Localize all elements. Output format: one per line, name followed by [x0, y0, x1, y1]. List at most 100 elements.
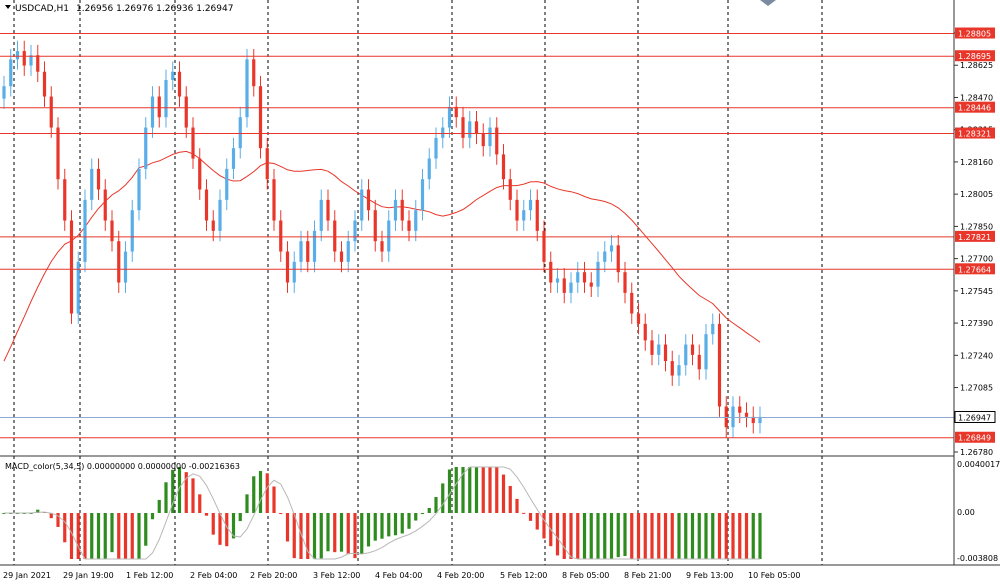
price-tick-label: 1.27850 [960, 222, 993, 231]
candle-body [137, 168, 141, 211]
candle-body [9, 59, 13, 87]
time-tick-label: 8 Feb 05:00 [562, 571, 609, 580]
candle-body [218, 199, 222, 231]
macd-bar [677, 513, 681, 559]
macd-signal-line [4, 466, 760, 560]
collapse-arrow-icon[interactable] [5, 5, 11, 9]
candle-body [373, 210, 377, 242]
macd-bar [515, 498, 519, 513]
macd-bar [542, 513, 546, 539]
time-tick-label: 9 Feb 13:00 [686, 571, 733, 580]
macd-bar [663, 513, 668, 559]
current-price-tag [954, 410, 996, 423]
candle-body [164, 80, 168, 118]
macd-bar [184, 472, 188, 513]
level-price: 1.26849 [958, 434, 991, 443]
candle-body [670, 361, 674, 376]
candle-body [258, 86, 263, 149]
level-price: 1.28321 [958, 130, 991, 139]
candle-body [171, 71, 175, 80]
macd-bar [441, 483, 445, 513]
time-tick-label: 5 Feb 12:00 [500, 571, 547, 580]
macd-bar [468, 467, 472, 513]
macd-bar [481, 467, 485, 513]
candle-body [177, 71, 182, 97]
candle-body [623, 272, 627, 293]
macd-bar [171, 469, 175, 513]
candle-body [650, 340, 654, 355]
macd-bar [231, 513, 236, 539]
horizontal-level-lines[interactable] [0, 33, 954, 439]
macd-bar [373, 513, 377, 541]
candle-body [522, 210, 526, 221]
candle-body [414, 210, 418, 231]
macd-bar [461, 467, 465, 513]
macd-bar [650, 513, 654, 559]
macd-bar [96, 513, 101, 559]
price-tick-label: 1.27545 [960, 287, 993, 296]
price-tick-label: 1.28160 [960, 158, 993, 167]
time-tick-label: 2 Feb 04:00 [190, 571, 237, 580]
macd-bar [346, 513, 350, 555]
candle-body [731, 406, 735, 428]
level-tag [955, 263, 995, 275]
macd-bar [414, 513, 418, 521]
macd-bar [704, 513, 708, 559]
macd-bar [211, 513, 215, 535]
candle-body [751, 416, 755, 424]
level-tag [955, 230, 995, 242]
macd-label: MACD_color(5,34,5) 0.00000000 0.00000000… [5, 462, 240, 471]
candle-body [279, 220, 283, 252]
macd-bar [137, 513, 141, 559]
level-price: 1.27821 [958, 233, 991, 242]
macd-bar [285, 513, 290, 542]
candle-body [603, 251, 607, 262]
macd-bar [407, 513, 411, 529]
macd-bar [63, 513, 67, 543]
candle-body [238, 117, 242, 149]
macd-bar [76, 513, 80, 559]
scroll-marker-icon[interactable] [760, 0, 776, 6]
candle-body [123, 251, 128, 283]
candle-body [117, 241, 121, 283]
candle-body [252, 59, 256, 87]
macd-bar [576, 513, 580, 559]
candle-body [630, 292, 634, 314]
candle-body [272, 179, 276, 221]
candle-body [36, 55, 40, 72]
candle-body [684, 344, 688, 366]
ohlc-values: 1.26956 1.26976 1.26936 1.26947 [76, 4, 233, 14]
time-tick-label: 4 Feb 20:00 [437, 571, 484, 580]
macd-bar [292, 513, 296, 559]
candle-body [468, 121, 472, 138]
candle-body [704, 334, 708, 370]
time-tick-label: 4 Feb 04:00 [375, 571, 422, 580]
macd-bar [495, 467, 499, 513]
candle-body [380, 241, 384, 252]
price-tick-label: 1.27700 [960, 255, 993, 264]
moving-average-line [3, 150, 761, 362]
macd-bar [609, 513, 614, 559]
macd-bar [150, 513, 155, 520]
candle-body [461, 117, 465, 138]
candle-body [528, 199, 533, 211]
macd-bar [393, 513, 398, 536]
candle-body [582, 272, 587, 283]
macd-bar [204, 513, 209, 516]
candle-body [326, 199, 330, 221]
candle-body [744, 412, 749, 417]
macd-bar [191, 478, 195, 513]
macd-bar [110, 513, 114, 553]
candle-body [83, 199, 87, 262]
macd-bar [333, 513, 337, 553]
macd-bar [103, 513, 107, 559]
macd-bar [731, 513, 735, 559]
candle-body [454, 106, 458, 118]
price-tick-label: 1.26780 [960, 448, 993, 457]
candle-body [150, 96, 155, 128]
candle-body [636, 313, 641, 324]
current-price-value: 1.26947 [958, 413, 991, 422]
macd-bar [306, 513, 310, 559]
time-tick-label: 1 Feb 12:00 [126, 571, 173, 580]
